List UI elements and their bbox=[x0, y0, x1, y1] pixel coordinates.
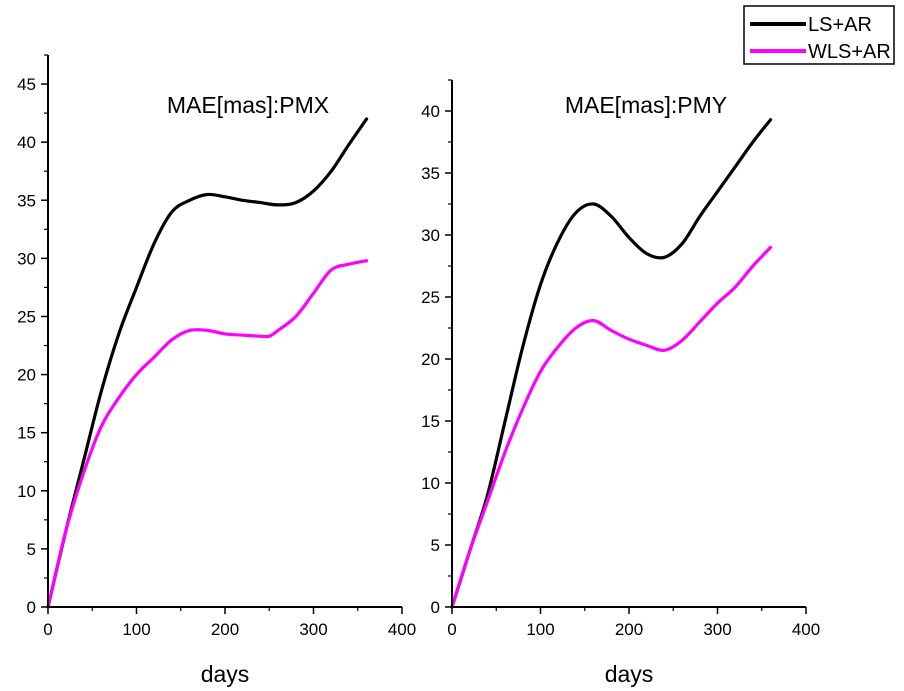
chart-marks-pmy bbox=[450, 118, 773, 609]
y-tick-label: 45 bbox=[17, 75, 36, 94]
x-tick-label: 0 bbox=[447, 620, 456, 639]
axis-ticks-pmy: 0 100 200 300 400 0 5 10 15 20 25 30 35 40 bbox=[421, 79, 820, 639]
y-tick-label: 35 bbox=[421, 164, 440, 183]
y-tick-label: 10 bbox=[17, 482, 36, 501]
y-tick-label: 15 bbox=[421, 412, 440, 431]
y-tick-label: 35 bbox=[17, 191, 36, 210]
series-line-ls-ar bbox=[46, 117, 369, 609]
y-tick-label: 15 bbox=[17, 424, 36, 443]
x-tick-label: 300 bbox=[299, 620, 327, 639]
y-tick-label: 40 bbox=[421, 102, 440, 121]
chart-legend: LS+AR WLS+AR bbox=[743, 5, 895, 65]
y-tick-label: 0 bbox=[431, 598, 440, 617]
chart-panel-pmy: 0 100 200 300 400 0 5 10 15 20 25 30 35 40 MAE[mas]:P… bbox=[421, 79, 820, 687]
chart-title: MAE[mas]:PMX bbox=[167, 92, 329, 118]
chart-marks-pmx bbox=[46, 117, 369, 609]
x-tick-label: 400 bbox=[792, 620, 820, 639]
chart-panel-pmx: 0 100 200 300 400 0 5 10 15 20 25 30 35 40 45 MAE[mas]… bbox=[17, 54, 416, 687]
x-tick-label: 400 bbox=[388, 620, 416, 639]
series-line-wls-ar bbox=[46, 259, 369, 609]
y-tick-label: 20 bbox=[17, 366, 36, 385]
y-tick-label: 30 bbox=[421, 226, 440, 245]
x-tick-label: 100 bbox=[526, 620, 554, 639]
axis-ticks-pmx: 0 100 200 300 400 0 5 10 15 20 25 30 35 40 45 bbox=[17, 54, 416, 639]
y-tick-label: 5 bbox=[431, 536, 440, 555]
y-tick-label: 0 bbox=[27, 598, 36, 617]
legend-box bbox=[743, 5, 895, 65]
x-tick-label: 200 bbox=[615, 620, 643, 639]
series-line-ls-ar bbox=[450, 118, 773, 609]
y-tick-label: 5 bbox=[27, 540, 36, 559]
x-tick-label: 0 bbox=[43, 620, 52, 639]
legend-label-wls-ar: WLS+AR bbox=[808, 41, 891, 63]
chart-title: MAE[mas]:PMY bbox=[565, 92, 727, 118]
y-tick-label: 25 bbox=[421, 288, 440, 307]
legend-label-ls-ar: LS+AR bbox=[808, 14, 872, 36]
y-tick-label: 20 bbox=[421, 350, 440, 369]
x-tick-label: 300 bbox=[703, 620, 731, 639]
x-axis-label: days bbox=[201, 661, 250, 687]
x-tick-label: 200 bbox=[211, 620, 239, 639]
y-tick-label: 10 bbox=[421, 474, 440, 493]
x-axis-label: days bbox=[605, 661, 654, 687]
y-tick-label: 40 bbox=[17, 133, 36, 152]
series-line-wls-ar bbox=[450, 245, 773, 609]
y-tick-label: 25 bbox=[17, 307, 36, 326]
x-tick-label: 100 bbox=[122, 620, 150, 639]
y-tick-label: 30 bbox=[17, 249, 36, 268]
